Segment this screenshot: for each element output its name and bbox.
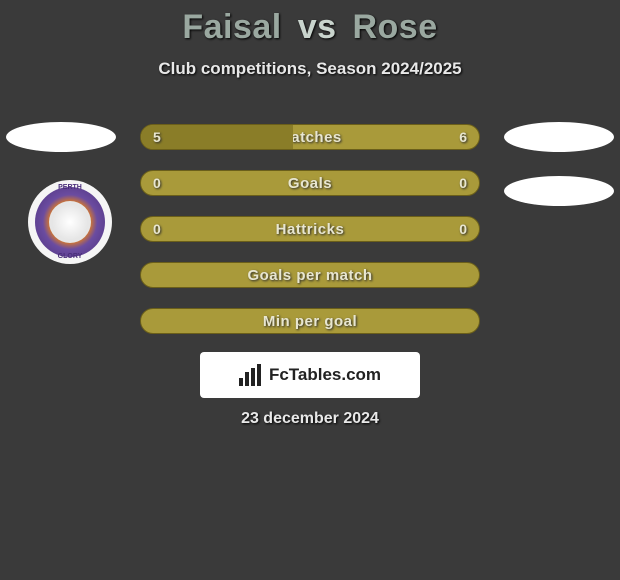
stat-bar-hattricks: 0 Hattricks 0: [140, 216, 480, 242]
club-badge-inner: [35, 187, 105, 257]
badge-text-top: PERTH: [58, 184, 82, 191]
stat-right-value: 6: [459, 129, 467, 145]
stat-label: Min per goal: [263, 313, 357, 330]
stat-label: Hattricks: [276, 221, 345, 238]
avatar-placeholder-left: [6, 122, 116, 152]
site-logo-text: FcTables.com: [269, 365, 381, 385]
stat-bar-goals-per-match: Goals per match: [140, 262, 480, 288]
stat-right-value: 0: [459, 221, 467, 237]
stat-bar-min-per-goal: Min per goal: [140, 308, 480, 334]
stat-left-value: 0: [153, 221, 161, 237]
player1-name: Faisal: [182, 8, 281, 46]
badge-text-bottom: GLORY: [58, 253, 83, 260]
player2-name: Rose: [352, 8, 437, 46]
chart-icon: [239, 364, 261, 386]
avatar-placeholder-right-2: [504, 176, 614, 206]
comparison-title: Faisal vs Rose: [0, 0, 620, 47]
stat-label: Goals: [288, 175, 332, 192]
stat-right-value: 0: [459, 175, 467, 191]
stat-bar-goals: 0 Goals 0: [140, 170, 480, 196]
avatar-placeholder-right-1: [504, 122, 614, 152]
stat-label: Goals per match: [247, 267, 372, 284]
subtitle: Club competitions, Season 2024/2025: [0, 59, 620, 79]
stat-bars: 5 Matches 6 0 Goals 0 0 Hattricks 0 Goal…: [140, 124, 480, 354]
stat-bar-matches: 5 Matches 6: [140, 124, 480, 150]
stat-bar-fill: [141, 125, 293, 149]
stat-left-value: 5: [153, 129, 161, 145]
site-logo[interactable]: FcTables.com: [200, 352, 420, 398]
stat-left-value: 0: [153, 175, 161, 191]
date-text: 23 december 2024: [241, 410, 379, 428]
club-badge: PERTH GLORY: [28, 180, 112, 264]
vs-text: vs: [298, 8, 337, 46]
